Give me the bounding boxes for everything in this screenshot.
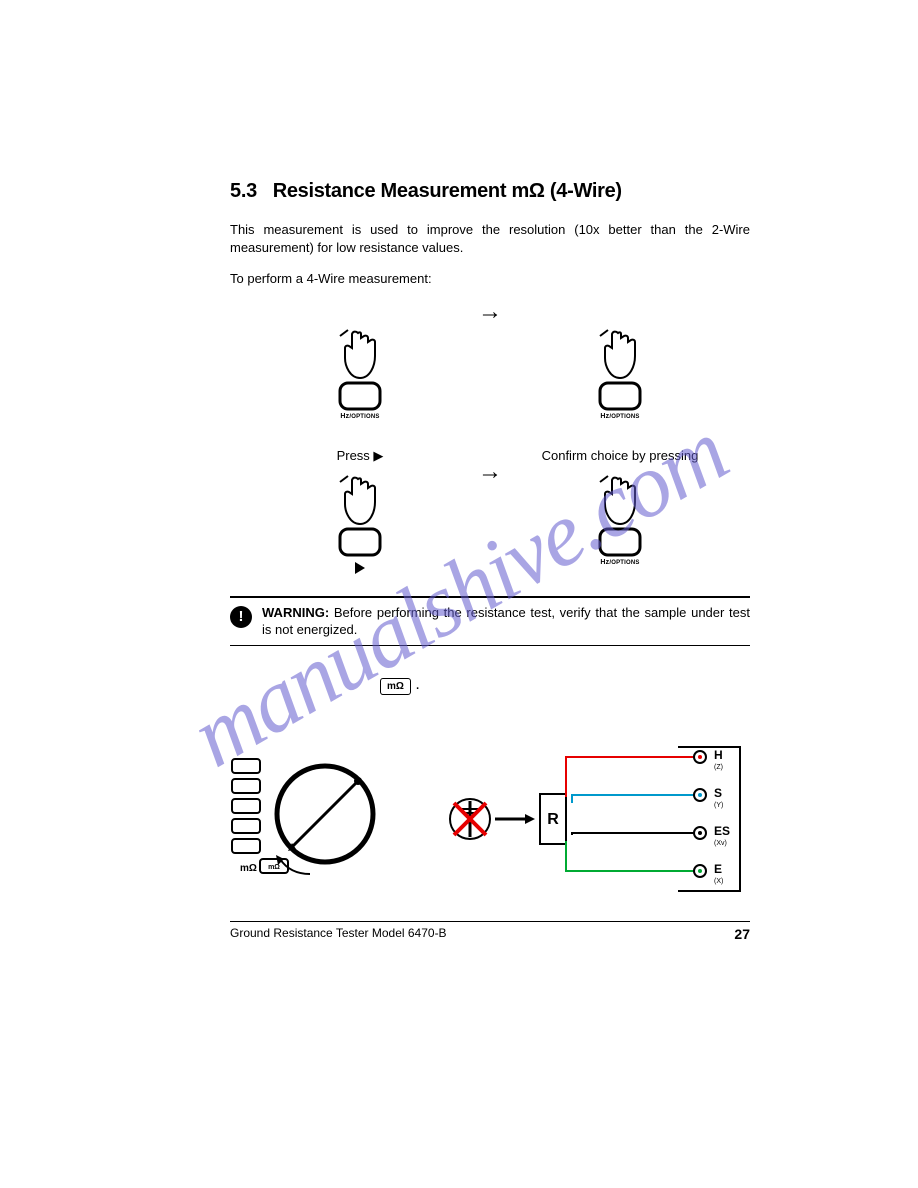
step-caption: Confirm choice by pressing bbox=[542, 448, 699, 468]
arrow-icon: → bbox=[478, 458, 502, 486]
footer-divider bbox=[230, 921, 750, 922]
lead-paragraph: To perform a 4-Wire measurement: bbox=[230, 270, 750, 288]
button-icon bbox=[598, 527, 642, 557]
mohm-badge: mΩ bbox=[380, 678, 411, 695]
warning-text: WARNING: Before performing the resistanc… bbox=[262, 604, 750, 639]
intro-paragraph: This measurement is used to improve the … bbox=[230, 221, 750, 256]
hand-press-graphic: Hz/OPTIONS bbox=[330, 328, 390, 420]
svg-text:(Y): (Y) bbox=[714, 802, 723, 809]
step-2: Hz/OPTIONS bbox=[520, 328, 720, 420]
svg-text:ES: ES bbox=[714, 824, 730, 838]
hand-press-graphic: Hz/OPTIONS bbox=[590, 328, 650, 420]
wiring-diagram: R H (Z) S (Y) ES (Xv) E (X) bbox=[440, 739, 750, 899]
step-4: Confirm choice by pressing Hz/OPTIONS bbox=[520, 448, 720, 566]
button-label: Hz/OPTIONS bbox=[600, 413, 639, 420]
steps-row-2: Press ▶ → Confirm choice by pressing bbox=[230, 448, 750, 578]
svg-text:S: S bbox=[714, 786, 722, 800]
page-footer: Ground Resistance Tester Model 6470-B 27 bbox=[230, 926, 750, 942]
play-icon bbox=[355, 560, 365, 578]
button-icon bbox=[338, 527, 382, 557]
section-heading: 5.3 Resistance Measurement mΩ (4-Wire) bbox=[230, 180, 750, 203]
svg-text:mΩ: mΩ bbox=[240, 863, 257, 874]
svg-text:(Xv): (Xv) bbox=[714, 840, 727, 847]
warning-label: WARNING: bbox=[262, 605, 329, 620]
button-label: Hz/OPTIONS bbox=[600, 559, 639, 566]
steps-row-1: → Hz/OPTIONS bbox=[230, 328, 750, 420]
svg-text:(Z): (Z) bbox=[714, 764, 723, 771]
svg-text:R: R bbox=[547, 811, 559, 828]
arrow-icon: → bbox=[478, 298, 502, 326]
step-1: Hz/OPTIONS bbox=[260, 328, 460, 420]
warning-block: ! WARNING: Before performing the resista… bbox=[230, 604, 750, 639]
section-title-text: Resistance Measurement mΩ (4-Wire) bbox=[273, 180, 622, 202]
footer-model: Ground Resistance Tester Model 6470-B bbox=[230, 926, 447, 942]
diagram-row: mΩ mΩ R bbox=[230, 739, 750, 899]
button-label: Hz/OPTIONS bbox=[340, 413, 379, 420]
section-number: 5.3 bbox=[230, 180, 257, 202]
hand-press-graphic: Hz/OPTIONS bbox=[590, 474, 650, 566]
selector-dial-graphic: mΩ mΩ bbox=[230, 749, 400, 889]
button-icon bbox=[338, 381, 382, 411]
footer-page-number: 27 bbox=[734, 926, 750, 942]
warning-body: Before performing the resistance test, v… bbox=[262, 605, 750, 638]
hand-press-graphic bbox=[330, 474, 390, 578]
hand-icon bbox=[590, 328, 650, 383]
svg-text:E: E bbox=[714, 862, 722, 876]
hand-icon bbox=[330, 328, 390, 383]
page-content: 5.3 Resistance Measurement mΩ (4-Wire) T… bbox=[230, 180, 750, 942]
svg-text:(X): (X) bbox=[714, 878, 723, 885]
step-caption: Press ▶ bbox=[337, 448, 384, 468]
svg-text:H: H bbox=[714, 748, 723, 762]
svg-text:mΩ: mΩ bbox=[268, 864, 280, 871]
divider bbox=[230, 596, 750, 598]
button-icon bbox=[598, 381, 642, 411]
hand-icon bbox=[330, 474, 390, 529]
divider bbox=[230, 645, 750, 646]
hand-icon bbox=[590, 474, 650, 529]
warning-icon: ! bbox=[230, 606, 252, 628]
step-3: Press ▶ bbox=[260, 448, 460, 578]
